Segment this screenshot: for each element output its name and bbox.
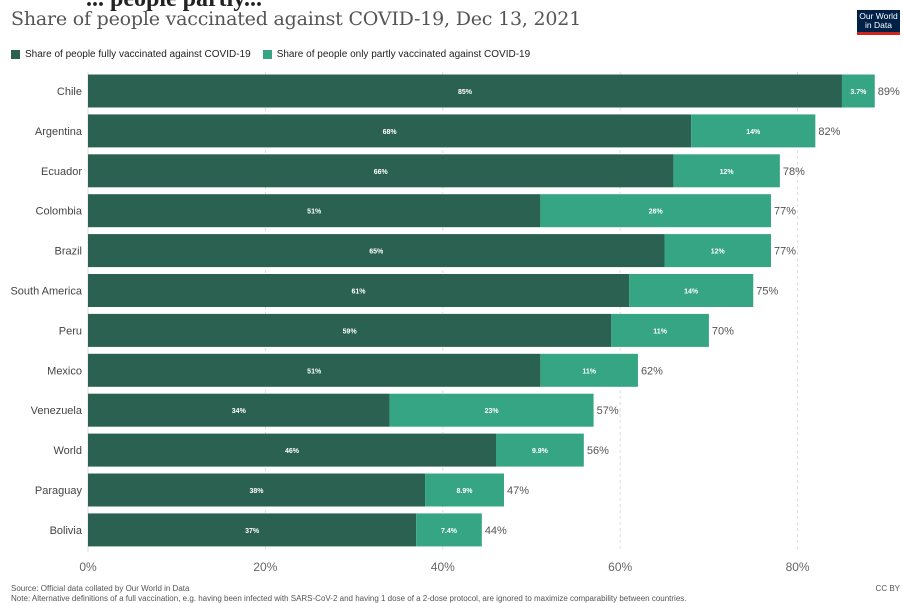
legend-label-fully: Share of people fully vaccinated against… [25, 49, 251, 60]
bar-partly [416, 513, 482, 547]
x-tick-label: 0% [79, 560, 97, 574]
legend-swatch-fully [11, 50, 20, 59]
bar-partly [496, 433, 584, 467]
x-tick-label: 60% [608, 560, 632, 574]
total-value-label: 56% [587, 445, 609, 457]
bar-partly [425, 473, 505, 507]
logo-red-bar [857, 32, 900, 35]
bar-partly [673, 154, 780, 188]
bar-partly [841, 74, 875, 108]
legend-item-fully[interactable]: Share of people fully vaccinated against… [11, 49, 251, 60]
category-label: Brazil [54, 246, 82, 258]
category-label: Colombia [36, 206, 83, 218]
legend: Share of people fully vaccinated against… [11, 49, 542, 60]
category-label: Chile [57, 86, 82, 98]
total-value-label: 89% [878, 86, 900, 98]
category-label: World [53, 445, 82, 457]
owid-logo[interactable]: Our World in Data [857, 10, 900, 35]
logo-line-2: in Data [865, 20, 892, 30]
bar-value-label: 14% [746, 129, 761, 136]
bar-value-label: 9.9% [532, 448, 549, 455]
category-label: Venezuela [31, 405, 83, 417]
bar-value-label: 51% [307, 368, 322, 375]
bar-fully [88, 114, 692, 148]
license-label[interactable]: CC BY [875, 584, 900, 593]
bar-value-label: 26% [649, 209, 664, 216]
category-label: South America [10, 286, 82, 298]
total-value-label: 77% [774, 246, 796, 258]
bar-partly [540, 194, 771, 228]
bar-partly [540, 353, 638, 387]
bar-value-label: 12% [720, 169, 735, 176]
bar-value-label: 8.9% [457, 488, 474, 495]
bar-partly [389, 393, 594, 427]
bar-value-label: 12% [711, 249, 726, 256]
bar-fully [88, 234, 665, 268]
bar-fully [88, 513, 417, 547]
bar-value-label: 23% [485, 408, 500, 415]
bar-value-label: 51% [307, 209, 322, 216]
bar-value-label: 61% [352, 289, 367, 296]
total-value-label: 70% [712, 325, 734, 337]
page-title: ... people partly... [86, 0, 262, 13]
bar-value-label: 68% [383, 129, 398, 136]
bar-partly [611, 313, 709, 347]
category-label: Peru [59, 325, 82, 337]
legend-swatch-partly [262, 50, 272, 59]
category-label: Paraguay [35, 485, 83, 497]
total-value-label: 57% [597, 405, 619, 417]
bar-partly [664, 234, 771, 268]
bar-value-label: 34% [232, 408, 247, 415]
bar-value-label: 65% [369, 249, 384, 256]
bar-fully [88, 353, 541, 387]
total-value-label: 75% [756, 286, 778, 298]
bar-partly [629, 274, 754, 307]
chart-subtitle: Share of people vaccinated against COVID… [11, 8, 582, 30]
definition-note: Note: Alternative definitions of a full … [11, 594, 687, 603]
bar-value-label: 59% [343, 328, 358, 335]
category-label: Mexico [47, 365, 82, 377]
legend-label-partly: Share of people only partly vaccinated a… [276, 49, 531, 60]
bar-value-label: 38% [250, 488, 265, 495]
total-value-label: 47% [507, 485, 529, 497]
bar-value-label: 7.4% [441, 528, 458, 535]
bar-value-label: 11% [653, 328, 667, 335]
bar-value-label: 85% [458, 89, 473, 96]
total-value-label: 78% [783, 166, 805, 178]
legend-item-partly[interactable]: Share of people only partly vaccinated a… [262, 49, 531, 60]
bar-value-label: 37% [245, 528, 260, 535]
bar-fully [88, 393, 390, 427]
total-value-label: 44% [485, 525, 507, 537]
category-label: Argentina [35, 126, 83, 138]
x-tick-label: 80% [786, 560, 810, 574]
bar-fully [88, 194, 541, 228]
logo-line-1: Our World [859, 11, 898, 21]
bar-value-label: 14% [684, 289, 699, 296]
category-label: Bolivia [50, 525, 83, 537]
total-value-label: 77% [774, 206, 796, 218]
bar-fully [88, 274, 630, 307]
total-value-label: 82% [818, 126, 840, 138]
bar-value-label: 66% [374, 169, 389, 176]
bar-value-label: 3.7% [850, 89, 867, 96]
x-tick-label: 40% [431, 560, 455, 574]
bar-fully [88, 74, 842, 108]
x-tick-label: 20% [253, 560, 277, 574]
bar-value-label: 46% [285, 448, 300, 455]
bar-value-label: 11% [582, 368, 596, 375]
bar-partly [691, 114, 816, 148]
source-note: Source: Official data collated by Our Wo… [11, 584, 190, 593]
total-value-label: 62% [641, 365, 663, 377]
bar-fully [88, 433, 497, 467]
category-label: Ecuador [41, 166, 82, 178]
bar-fully [88, 313, 612, 347]
bar-fully [88, 473, 426, 507]
bar-fully [88, 154, 674, 188]
